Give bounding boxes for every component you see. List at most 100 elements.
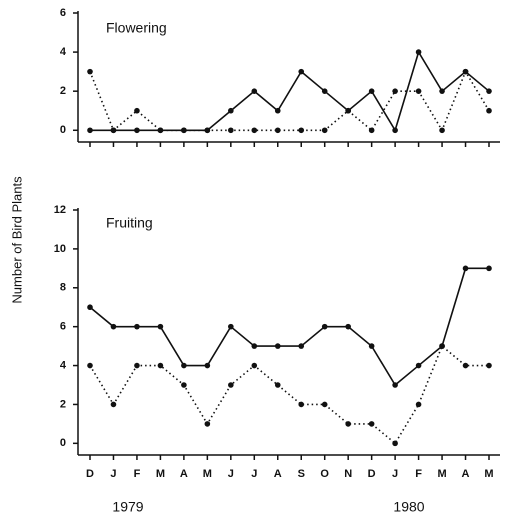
panel-title: Flowering: [106, 20, 167, 36]
point: [321, 323, 328, 330]
point: [392, 382, 398, 388]
point: [439, 127, 445, 134]
y-tick-label: 4: [60, 359, 67, 371]
point: [134, 107, 140, 114]
point: [368, 421, 375, 427]
point: [228, 323, 234, 330]
point: [321, 127, 328, 134]
point: [321, 401, 328, 408]
point: [486, 88, 492, 94]
x-tick-label: D: [368, 468, 376, 480]
x-tick-label: M: [203, 468, 212, 480]
y-tick-label: 0: [60, 124, 66, 136]
point: [274, 127, 281, 134]
point: [298, 68, 305, 75]
point: [298, 401, 305, 408]
point: [462, 362, 469, 369]
point: [439, 343, 445, 349]
point: [486, 362, 492, 369]
point: [134, 127, 140, 134]
x-tick-label: M: [156, 468, 165, 480]
point: [345, 421, 351, 427]
x-tick-label: D: [86, 468, 94, 480]
y-tick-label: 12: [54, 204, 66, 216]
point: [321, 88, 328, 94]
point: [110, 323, 117, 330]
point: [134, 362, 140, 369]
point: [251, 362, 258, 369]
point: [204, 127, 211, 134]
y-tick-label: 0: [60, 437, 66, 449]
point: [392, 88, 398, 94]
y-tick-label: 10: [54, 243, 66, 255]
point: [87, 127, 93, 134]
point: [204, 362, 211, 369]
x-tick-label: O: [320, 468, 329, 480]
series-line: [89, 69, 490, 133]
x-tick-label: M: [437, 468, 446, 480]
x-tick-label: J: [392, 468, 398, 480]
point: [251, 127, 258, 134]
y-tick-label: 6: [60, 7, 66, 19]
point: [181, 382, 187, 388]
point: [345, 323, 351, 330]
point: [368, 127, 375, 134]
x-tick-label: M: [484, 468, 493, 480]
year-label: 1979: [112, 499, 143, 515]
point: [251, 88, 258, 94]
series-line: [89, 267, 489, 387]
point: [274, 107, 281, 114]
point: [157, 362, 164, 369]
point: [110, 401, 117, 408]
point: [345, 107, 351, 114]
point: [415, 49, 422, 55]
point: [157, 323, 164, 330]
point: [298, 343, 305, 349]
series-line: [89, 344, 489, 445]
point: [486, 107, 492, 114]
point: [415, 401, 422, 408]
series-line: [90, 50, 490, 133]
point: [228, 382, 234, 388]
x-tick-label: N: [344, 468, 352, 480]
point: [228, 107, 234, 114]
point: [274, 343, 281, 349]
x-tick-label: S: [298, 468, 305, 480]
point: [181, 362, 187, 369]
point: [486, 265, 492, 272]
point: [392, 127, 398, 134]
y-tick-label: 4: [60, 46, 67, 58]
point: [87, 362, 93, 369]
point: [415, 362, 422, 369]
year-label: 1980: [393, 499, 424, 515]
point: [110, 127, 117, 134]
panel-title: Fruiting: [106, 215, 153, 231]
point: [274, 382, 281, 388]
point: [439, 88, 445, 94]
x-tick-label: A: [274, 468, 282, 480]
x-tick-label: J: [110, 468, 116, 480]
point: [87, 304, 93, 311]
point: [228, 127, 234, 134]
x-tick-label: A: [462, 468, 470, 480]
point: [368, 343, 375, 349]
point: [415, 88, 422, 94]
point: [462, 68, 469, 75]
point: [87, 68, 93, 75]
y-axis-label: Number of Bird Plants: [9, 176, 24, 304]
point: [251, 343, 258, 349]
point: [368, 88, 375, 94]
x-tick-label: J: [251, 468, 257, 480]
x-tick-label: F: [415, 468, 422, 480]
point: [298, 127, 305, 134]
point: [462, 265, 469, 272]
point: [204, 421, 211, 427]
y-tick-label: 8: [60, 282, 66, 294]
y-tick-label: 6: [60, 321, 66, 333]
x-tick-label: F: [134, 468, 141, 480]
x-tick-label: A: [180, 468, 188, 480]
point: [392, 440, 398, 447]
point: [181, 127, 187, 134]
